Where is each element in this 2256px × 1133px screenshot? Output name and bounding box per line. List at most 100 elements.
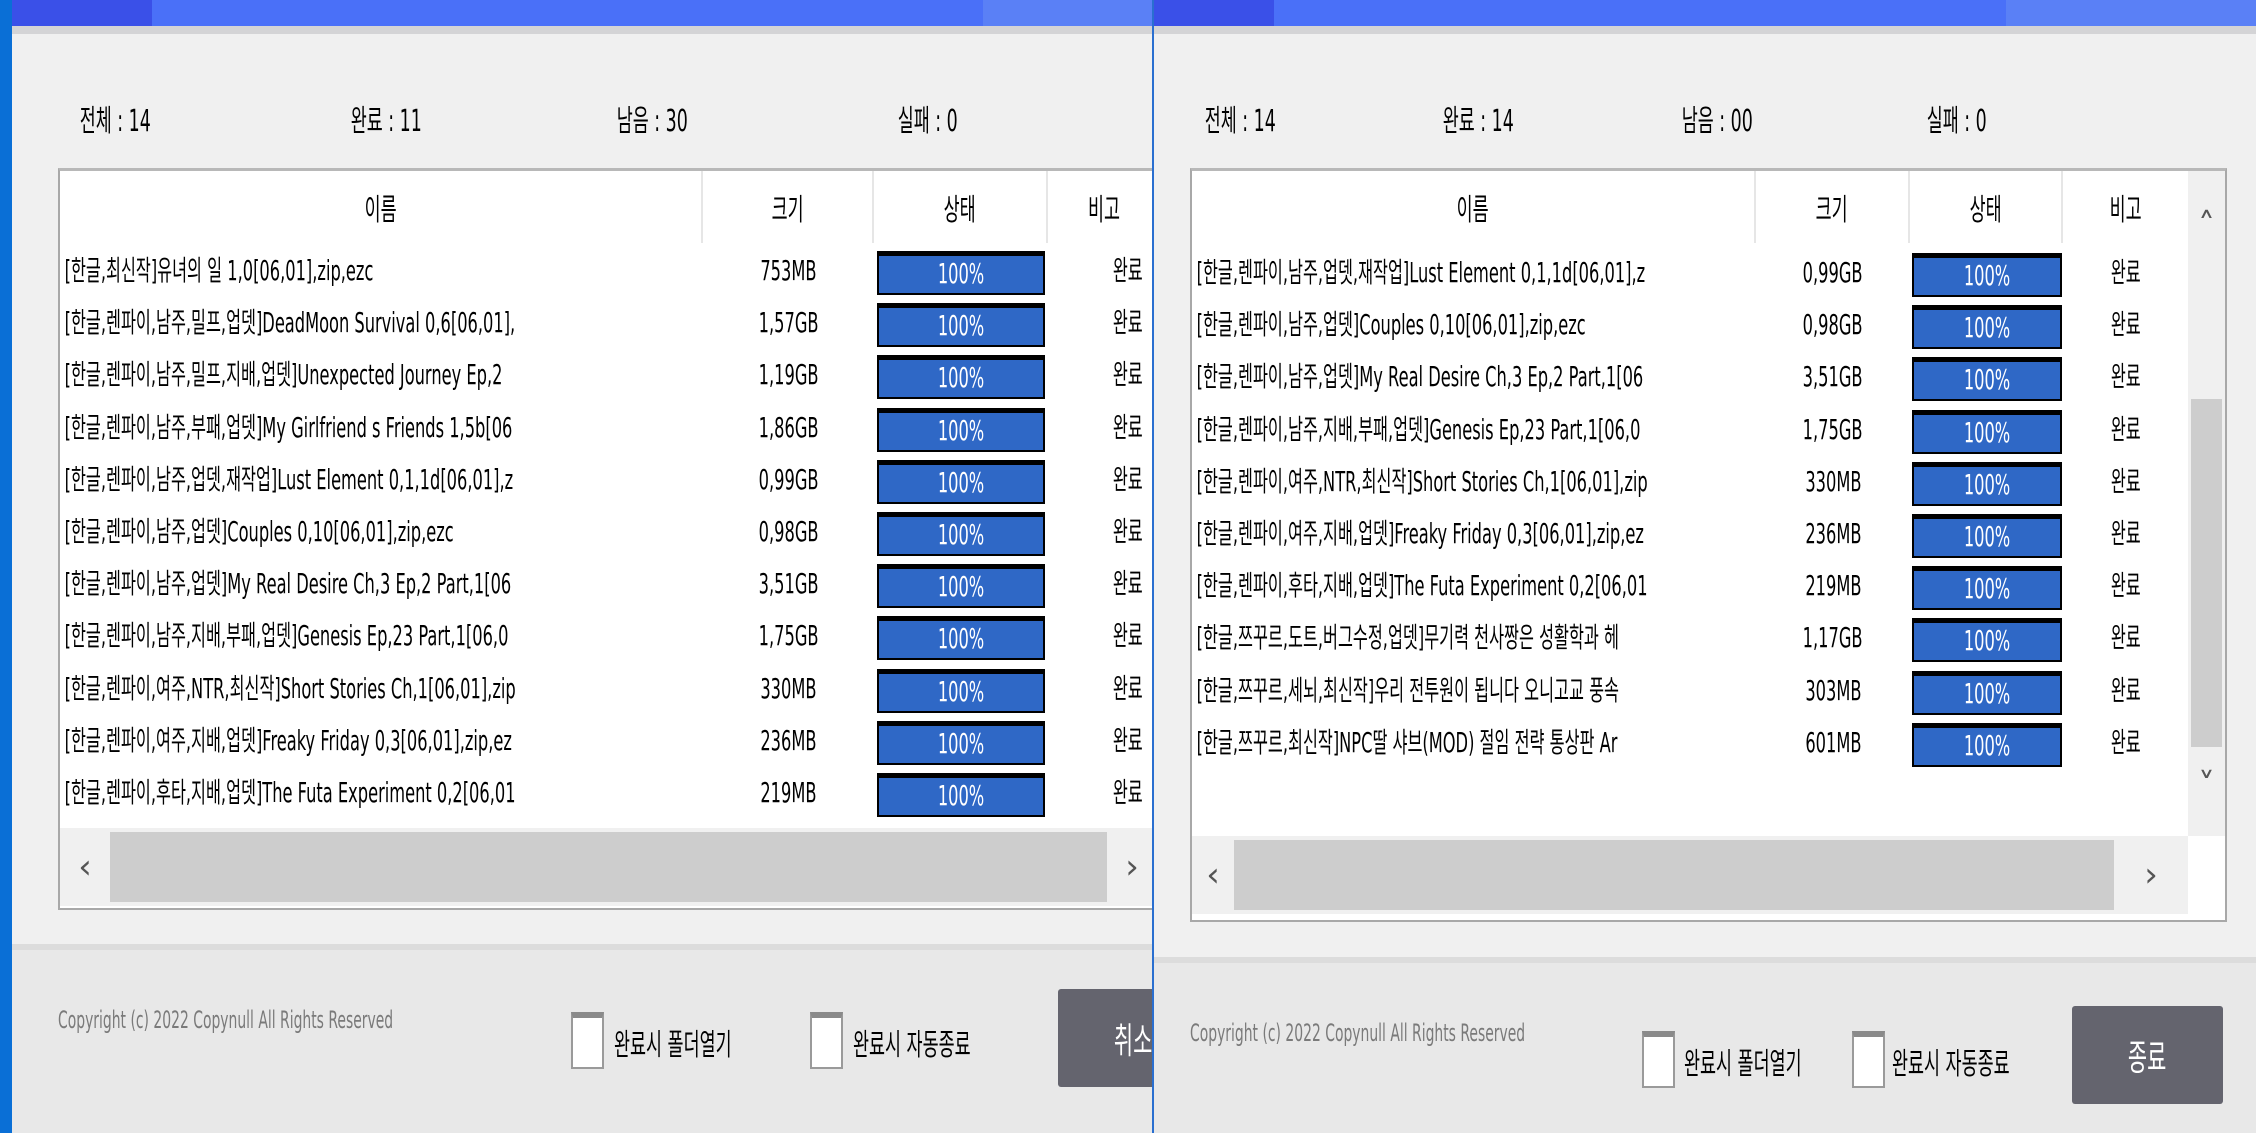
file-size: 1,19GB [758,358,819,392]
scroll-right-icon[interactable]: › [1125,847,1139,887]
table-row[interactable]: [한글,렌파이,남주,밀프,업뎃]DeadMoon Survival 0,6[0… [60,297,1153,349]
progress-bar: 100% [1912,357,2062,402]
scrollbar-thumb[interactable] [2191,399,2222,747]
file-size: 3,51GB [758,567,819,601]
scrollbar-thumb[interactable] [1234,840,2114,910]
file-size: 236MB [760,723,817,757]
auto-exit-label[interactable]: 완료시 자동종료 [1892,1047,2010,1082]
table-row[interactable]: [한글,렌파이,여주,지배,업뎃]Freaky Friday 0,3[06,01… [1192,508,2225,560]
file-size: 0,99GB [1803,256,1863,289]
file-name: [한글,렌파이,남주,지배,부패,업뎃]Genesis Ep,23 Part,1… [1196,412,1641,446]
table-row[interactable]: [한글,렌파이,남주,업뎃,재작업]Lust Element 0,1,1d[06… [60,454,1153,506]
file-size: 0,99GB [758,462,819,496]
table-row[interactable]: [한글,쯔꾸르,세뇌,최신작]우리 전투원이 됩니다 오니고교 풍속 303MB 1… [1192,665,2225,717]
table-row[interactable]: [한글,렌파이,후타,지배,업뎃]The Futa Experiment 0,2… [60,767,1153,819]
auto-exit-label[interactable]: 완료시 자동종료 [853,1028,971,1063]
auto-exit-checkbox[interactable] [810,1012,843,1069]
file-name: [한글,쯔꾸르,최신작]NPC딸 샤브(MOD) 절임 전략 통상판 Ar [1196,725,1618,759]
file-name: [한글,렌파이,남주,밀프,지배,업뎃]Unexpected Journey E… [64,358,503,392]
open-folder-checkbox[interactable] [1642,1031,1675,1088]
column-header-note[interactable]: 비고 [2109,193,2142,228]
stat-remaining: 남음 : 30 [616,104,688,139]
file-name: [한글,렌파이,남주,업뎃,재작업]Lust Element 0,1,1d[06… [1196,256,1646,289]
column-header-size[interactable]: 크기 [703,171,874,243]
file-size: 1,17GB [1803,621,1863,655]
column-header-name[interactable]: 이름 [60,171,703,243]
progress-bar: 100% [877,303,1045,348]
status-note: 완료 [1113,358,1143,392]
scroll-right-icon[interactable]: › [2144,855,2158,895]
file-size: 330MB [760,671,817,705]
column-header-note[interactable]: 비고 [1048,171,1153,243]
exit-button[interactable]: 종료 [2072,1006,2223,1104]
table-row[interactable]: [한글,쯔꾸르,최신작]NPC딸 샤브(MOD) 절임 전략 통상판 Ar 601… [1192,717,2225,769]
table-row[interactable]: [한글,렌파이,후타,지배,업뎃]The Futa Experiment 0,2… [1192,560,2225,612]
file-size: 1,86GB [758,410,819,444]
progress-bar: 100% [877,720,1045,765]
file-list-table: 이름 크기 상태 비고 [한글,렌파이,남주,업뎃,재작업]Lust Eleme… [1190,168,2227,922]
status-note: 완료 [1113,515,1143,548]
copyright-text: Copyright (c) 2022 Copynull All Rights R… [58,1006,394,1034]
stat-total: 전체 : 14 [79,104,151,139]
table-row[interactable]: [한글,렌파이,남주,업뎃]Couples 0,10[06,01],zip,ez… [60,506,1153,558]
table-row[interactable]: [한글,렌파이,여주,지배,업뎃]Freaky Friday 0,3[06,01… [60,715,1153,767]
copyright-text: Copyright (c) 2022 Copynull All Rights R… [1190,1019,1526,1047]
window-divider [1152,0,1154,1133]
status-note: 완료 [2110,308,2141,342]
table-row[interactable]: [한글,렌파이,여주,NTR,최신작]Short Stories Ch,1[06… [1192,456,2225,508]
vertical-scrollbar[interactable]: ˄ ˅ [2188,171,2225,836]
table-row[interactable]: [한글,렌파이,남주,업뎃]Couples 0,10[06,01],zip,ez… [1192,299,2225,351]
column-header-size[interactable]: 크기 [1756,171,1910,243]
status-note: 완료 [1113,410,1143,444]
status-note: 완료 [1113,254,1143,287]
scroll-left-icon[interactable]: ‹ [1206,855,1220,895]
table-row[interactable]: [한글,렌파이,남주,지배,부패,업뎃]Genesis Ep,23 Part,1… [60,610,1153,662]
scrollbar-thumb[interactable] [110,832,1107,902]
table-row[interactable]: [한글,최신작]유녀의 일 1,0[06,01],zip,ezc 753MB 100… [60,245,1153,297]
cancel-button[interactable]: 취소 [1058,989,1153,1087]
progress-bar: 100% [1912,618,2062,663]
stat-failed: 실패 : 0 [1926,104,1988,139]
table-row[interactable]: [한글,렌파이,여주,NTR,최신작]Short Stories Ch,1[06… [60,663,1153,715]
progress-bar: 100% [1912,409,2062,454]
open-folder-checkbox[interactable] [571,1012,604,1069]
table-row[interactable]: [한글,렌파이,남주,부패,업뎃]My Girlfriend s Friends… [60,402,1153,454]
open-folder-label[interactable]: 완료시 폴더열기 [614,1028,732,1063]
progress-bar: 100% [877,616,1045,661]
progress-bar: 100% [877,564,1045,609]
horizontal-scrollbar[interactable]: ‹ › [60,828,1153,906]
open-folder-label[interactable]: 완료시 폴더열기 [1684,1047,1802,1082]
file-name: [한글,렌파이,여주,지배,업뎃]Freaky Friday 0,3[06,01… [64,723,512,757]
progress-bar: 100% [1912,670,2062,715]
scroll-left-icon[interactable]: ‹ [78,847,92,887]
progress-bar: 100% [877,407,1045,452]
auto-exit-checkbox[interactable] [1852,1031,1885,1088]
status-note: 완료 [2110,569,2141,603]
stat-remaining: 남음 : 00 [1681,104,1753,139]
status-note: 완료 [1113,723,1143,757]
table-row[interactable]: [한글,쯔꾸르,도트,버그수정,업뎃]무기력 천사짱은 성활학과 헤 1,17GB… [1192,612,2225,664]
status-note: 완료 [1113,619,1143,653]
table-row[interactable]: [한글,렌파이,남주,지배,부패,업뎃]Genesis Ep,23 Part,1… [1192,404,2225,456]
progress-bar: 100% [877,355,1045,400]
stat-done: 완료 : 11 [350,104,422,139]
column-header-status[interactable]: 상태 [1910,171,2063,243]
file-size: 1,57GB [758,306,819,340]
table-row[interactable]: [한글,렌파이,남주,밀프,지배,업뎃]Unexpected Journey E… [60,349,1153,401]
scroll-up-icon[interactable]: ˄ [2198,206,2215,246]
status-note: 완료 [2110,517,2141,550]
column-header-status[interactable]: 상태 [874,171,1048,243]
status-note: 완료 [2110,725,2141,759]
status-note: 완료 [1113,306,1143,340]
table-row[interactable]: [한글,렌파이,남주,업뎃]My Real Desire Ch,3 Ep,2 P… [1192,351,2225,403]
file-size: 753MB [760,254,817,287]
file-name: [한글,렌파이,남주,부패,업뎃]My Girlfriend s Friends… [64,410,513,444]
column-header-name[interactable]: 이름 [1192,171,1756,243]
title-bar[interactable] [1154,0,2256,26]
horizontal-scrollbar[interactable]: ‹ › [1192,836,2188,914]
scroll-down-icon[interactable]: ˅ [2198,766,2215,806]
file-list-table: 이름 크기 상태 비고 [한글,최신작]유녀의 일 1,0[06,01],zip… [58,168,1153,910]
table-row[interactable]: [한글,렌파이,남주,업뎃]My Real Desire Ch,3 Ep,2 P… [60,558,1153,610]
title-bar[interactable] [12,0,1153,26]
table-row[interactable]: [한글,렌파이,남주,업뎃,재작업]Lust Element 0,1,1d[06… [1192,247,2225,299]
